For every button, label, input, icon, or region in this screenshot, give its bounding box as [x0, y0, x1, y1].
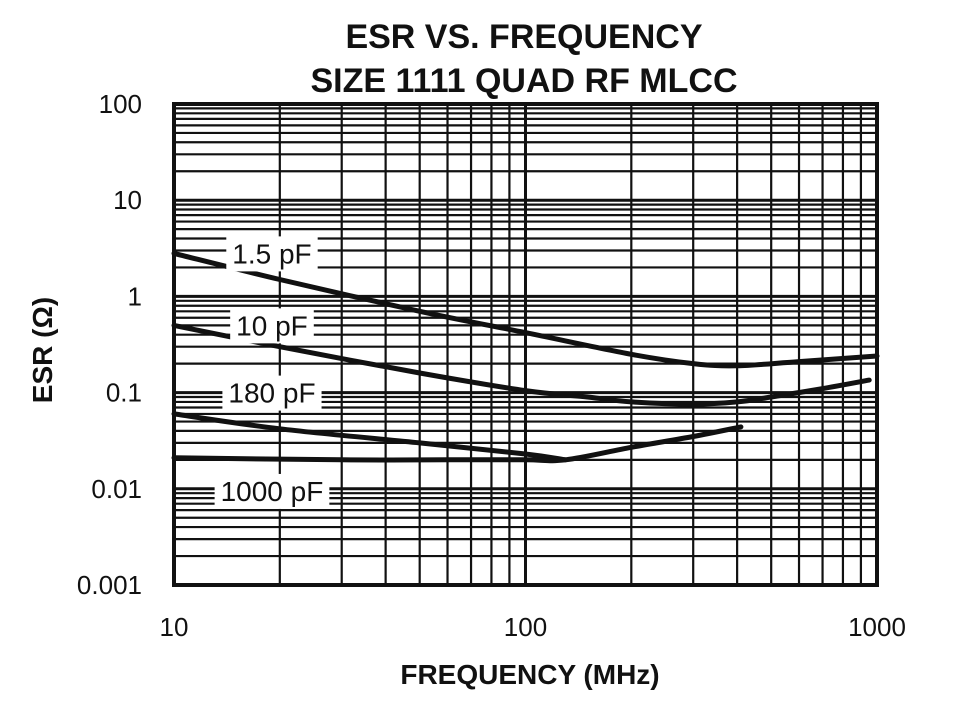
y-tick-label: 10	[113, 185, 142, 215]
y-tick-label: 100	[99, 89, 142, 119]
series-label-box	[214, 473, 330, 509]
series-label-1-5-pf: 1.5 pF	[226, 236, 318, 272]
series-label-text: 1000 pF	[221, 476, 324, 507]
series-label-10-pf: 10 pF	[230, 308, 314, 344]
y-axis-label: ESR (Ω)	[27, 297, 58, 403]
series-label-1000-pf: 1000 pF	[214, 473, 330, 509]
series-label-box	[226, 236, 318, 272]
x-tick-label: 10	[160, 612, 189, 642]
x-tick-label: 100	[504, 612, 547, 642]
series-line-10-pf	[171, 322, 872, 407]
x-tick-labels: 10 100 1000	[160, 612, 906, 642]
y-tick-label: 0.01	[91, 474, 142, 504]
y-tick-label: 0.1	[106, 378, 142, 408]
grid	[174, 104, 877, 585]
series-line-1000-pf	[171, 424, 744, 464]
series-label-text: 10 pF	[236, 310, 308, 341]
series-line-180-pf	[171, 411, 569, 463]
x-axis-label: FREQUENCY (MHz)	[400, 659, 659, 690]
x-tick-label: 1000	[848, 612, 906, 642]
series-label-text: 180 pF	[228, 378, 315, 409]
chart-subtitle: SIZE 1111 QUAD RF MLCC	[311, 62, 738, 100]
series-line-1-5-pf	[171, 250, 880, 369]
plot-frame	[172, 102, 879, 587]
series-label-text: 1.5 pF	[232, 238, 311, 269]
series-label-box	[222, 375, 322, 411]
chart-title: ESR VS. FREQUENCY	[345, 18, 702, 56]
series-labels: 1.5 pF 10 pF 180 pF 1000 pF	[214, 236, 330, 509]
series-label-box	[230, 308, 314, 344]
y-tick-label: 0.001	[77, 570, 142, 600]
series-lines	[171, 250, 880, 464]
y-tick-labels: 100 10 1 0.1 0.01 0.001	[77, 89, 142, 600]
y-tick-label: 1	[128, 281, 142, 311]
series-label-180-pf: 180 pF	[222, 375, 322, 411]
